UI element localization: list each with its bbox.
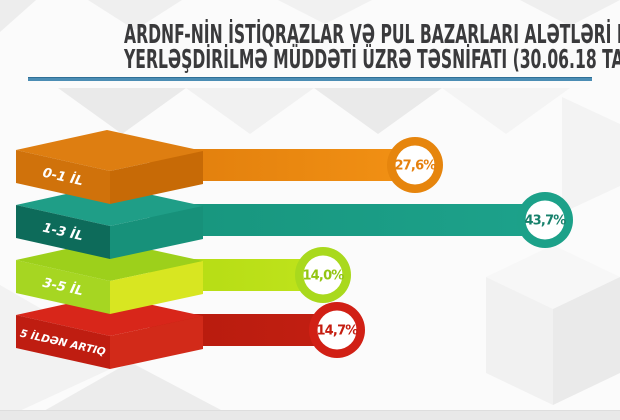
- slab-front-3-5-il: [16, 260, 110, 314]
- badge-inner-5-ildan-artiq: [317, 310, 357, 350]
- slab-side-3-5-il: [110, 261, 203, 314]
- value-label-3-5-il: 14,0%: [302, 269, 344, 284]
- slab-front-1-3-il: [16, 205, 110, 259]
- badge-inner-3-5-il: [303, 255, 343, 295]
- badge-inner-0-1-il: [395, 145, 435, 185]
- bg-triangle: [520, 0, 620, 26]
- bar-1-3-il: [150, 204, 545, 236]
- bg-cube-face: [553, 277, 620, 405]
- slab-side-0-1-il: [110, 151, 203, 204]
- bg-chevron: [58, 88, 186, 134]
- bg-chevron: [314, 88, 442, 134]
- slab-front-0-1-il: [16, 150, 110, 204]
- bg-cube-face: [486, 277, 553, 405]
- badge-inner-1-3-il: [525, 200, 565, 240]
- slab-side-5-ildan-artiq: [110, 316, 203, 369]
- bg-cube-face: [562, 97, 620, 213]
- value-label-5-ildan-artiq: 14,7%: [316, 324, 358, 339]
- slab-top-5-ildan-artiq: [16, 295, 203, 336]
- bar-row-1-3-il: 43,7% 1-3 İL: [16, 185, 573, 259]
- footer-strip: [0, 410, 620, 420]
- bar-row-3-5-il: 14,0% 3-5 İL: [16, 240, 351, 314]
- chart-header: ARDNF-NİN İSTİQRAZLAR VƏ PUL BAZARLARI A…: [0, 0, 620, 73]
- title-underline: [28, 77, 592, 81]
- bg-chevron: [186, 88, 314, 134]
- value-label-1-3-il: 43,7%: [524, 214, 566, 229]
- bg-triangle: [278, 0, 372, 24]
- slab-side-1-3-il: [110, 206, 203, 259]
- slab-front-5-ildan-artiq: [16, 315, 110, 369]
- slab-top-0-1-il: [16, 130, 203, 171]
- bg-triangle: [28, 362, 240, 420]
- slab-top-3-5-il: [16, 240, 203, 281]
- bg-triangle: [0, 0, 36, 32]
- bar-row-0-1-il: 27,6% 0-1 İL: [16, 130, 443, 204]
- slab-top-1-3-il: [16, 185, 203, 226]
- bg-triangle: [88, 0, 182, 30]
- bg-chevron: [442, 88, 570, 134]
- bar-row-5-ildan-artiq: 14,7% 5 İLDƏN ARTIQ: [16, 295, 365, 369]
- value-label-0-1-il: 27,6%: [394, 159, 436, 174]
